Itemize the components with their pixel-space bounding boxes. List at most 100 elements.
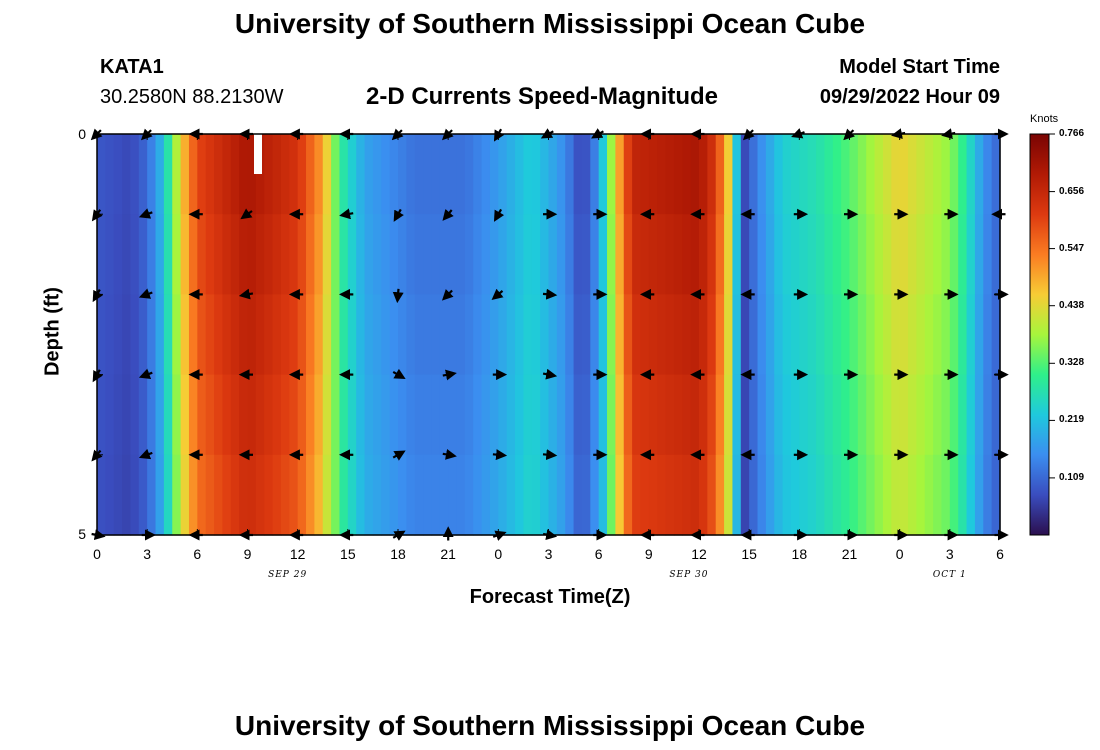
heatmap-cell bbox=[607, 454, 616, 536]
heatmap-cells bbox=[97, 134, 1001, 536]
heatmap-cell bbox=[105, 374, 115, 456]
heatmap-cell bbox=[180, 374, 190, 456]
heatmap-cell bbox=[590, 374, 600, 456]
heatmap-cell bbox=[322, 214, 332, 295]
current-arrow bbox=[392, 368, 406, 380]
heatmap-cell bbox=[632, 134, 642, 215]
heatmap-cell bbox=[498, 294, 508, 376]
heatmap-cell bbox=[515, 294, 525, 376]
heatmap-cell bbox=[364, 294, 374, 376]
heatmap-cell bbox=[974, 214, 984, 295]
heatmap-cell bbox=[297, 454, 307, 536]
heatmap-cell bbox=[214, 454, 224, 536]
heatmap-cell bbox=[790, 374, 800, 456]
heatmap-cell bbox=[765, 214, 775, 295]
heatmap-cell bbox=[757, 374, 767, 456]
current-arrow bbox=[542, 288, 558, 300]
heatmap-cell bbox=[983, 294, 993, 376]
heatmap-cell bbox=[180, 214, 190, 295]
heatmap-cell bbox=[138, 134, 148, 215]
heatmap-cell bbox=[356, 454, 366, 536]
heatmap-cell bbox=[113, 374, 123, 456]
heatmap-cell bbox=[816, 134, 826, 215]
heatmap-cell bbox=[882, 214, 892, 295]
heatmap-cell bbox=[866, 294, 876, 376]
heatmap-cell bbox=[105, 214, 115, 295]
heatmap-cell bbox=[607, 374, 616, 456]
heatmap-cell bbox=[247, 134, 257, 215]
heatmap-cell bbox=[724, 134, 734, 215]
x-axis-label: Forecast Time(Z) bbox=[469, 586, 631, 608]
heatmap-cell bbox=[322, 374, 332, 456]
current-arrow bbox=[392, 450, 406, 461]
x-tick-label: 15 bbox=[340, 546, 356, 562]
heatmap-cell bbox=[615, 454, 625, 536]
heatmap-cell bbox=[682, 134, 692, 215]
colorbar-label: 0.219 bbox=[1059, 414, 1085, 426]
heatmap-cell bbox=[565, 214, 575, 295]
current-arrow bbox=[442, 208, 454, 221]
heatmap-cell bbox=[381, 374, 391, 456]
heatmap-cell bbox=[113, 134, 123, 215]
heatmap-cell bbox=[899, 374, 909, 456]
heatmap-cell bbox=[339, 214, 349, 295]
heatmap-cell bbox=[230, 294, 240, 376]
heatmap-cell bbox=[439, 134, 449, 215]
heatmap-cell bbox=[489, 214, 499, 295]
heatmap-cell bbox=[314, 214, 324, 295]
heatmap-cell bbox=[732, 294, 742, 376]
heatmap-cell bbox=[188, 454, 198, 536]
heatmap-cell bbox=[857, 294, 867, 376]
heatmap-cell bbox=[389, 134, 399, 215]
x-tick-label: 18 bbox=[390, 546, 406, 562]
heatmap-cell bbox=[707, 134, 717, 215]
heatmap-cell bbox=[481, 454, 491, 536]
heatmap-cell bbox=[197, 214, 207, 295]
heatmap-cell bbox=[949, 454, 959, 536]
heatmap-cell bbox=[740, 134, 750, 215]
heatmap-cell bbox=[548, 374, 558, 456]
heatmap-cell bbox=[163, 294, 173, 376]
colorbar-label: 0.766 bbox=[1059, 128, 1085, 139]
heatmap-cell bbox=[97, 134, 106, 215]
heatmap-cell bbox=[272, 374, 282, 456]
page-title: University of Southern Mississippi Ocean… bbox=[234, 8, 866, 39]
heatmap-cell bbox=[623, 214, 633, 295]
heatmap-cell bbox=[715, 294, 725, 376]
current-arrow bbox=[240, 208, 253, 220]
heatmap-cell bbox=[682, 294, 692, 376]
heatmap-cell bbox=[707, 294, 717, 376]
heatmap-cell bbox=[431, 374, 441, 456]
heatmap-cell bbox=[648, 454, 658, 536]
heatmap-cell bbox=[749, 214, 759, 295]
heatmap-cell bbox=[974, 374, 984, 456]
heatmap-cell bbox=[381, 134, 391, 215]
heatmap-cell bbox=[556, 214, 566, 295]
heatmap-cell bbox=[172, 134, 182, 215]
heatmap-cell bbox=[966, 374, 976, 456]
heatmap-cell bbox=[699, 294, 708, 376]
heatmap-cell bbox=[423, 134, 433, 215]
heatmap-cell bbox=[916, 134, 926, 215]
heatmap-cell bbox=[372, 214, 382, 295]
heatmap-cell bbox=[581, 454, 591, 536]
heatmap-cell bbox=[423, 214, 433, 295]
heatmap-cell bbox=[339, 454, 349, 536]
x-tick-label: 18 bbox=[791, 546, 808, 562]
heatmap-cell bbox=[531, 374, 541, 456]
heatmap-cell bbox=[306, 454, 315, 536]
station-coordinates: 30.2580N 88.2130W bbox=[100, 86, 284, 108]
heatmap-cell bbox=[841, 454, 851, 536]
heatmap-cell bbox=[331, 454, 341, 536]
heatmap-cell bbox=[615, 374, 625, 456]
heatmap-cell bbox=[431, 134, 441, 215]
heatmap-cell bbox=[339, 294, 349, 376]
heatmap-cell bbox=[882, 454, 892, 536]
heatmap-cell bbox=[506, 374, 516, 456]
heatmap-cell bbox=[172, 374, 182, 456]
heatmap-cell bbox=[322, 454, 332, 536]
heatmap-cell bbox=[941, 134, 951, 215]
heatmap-cell bbox=[949, 134, 959, 215]
heatmap-cell bbox=[113, 214, 123, 295]
